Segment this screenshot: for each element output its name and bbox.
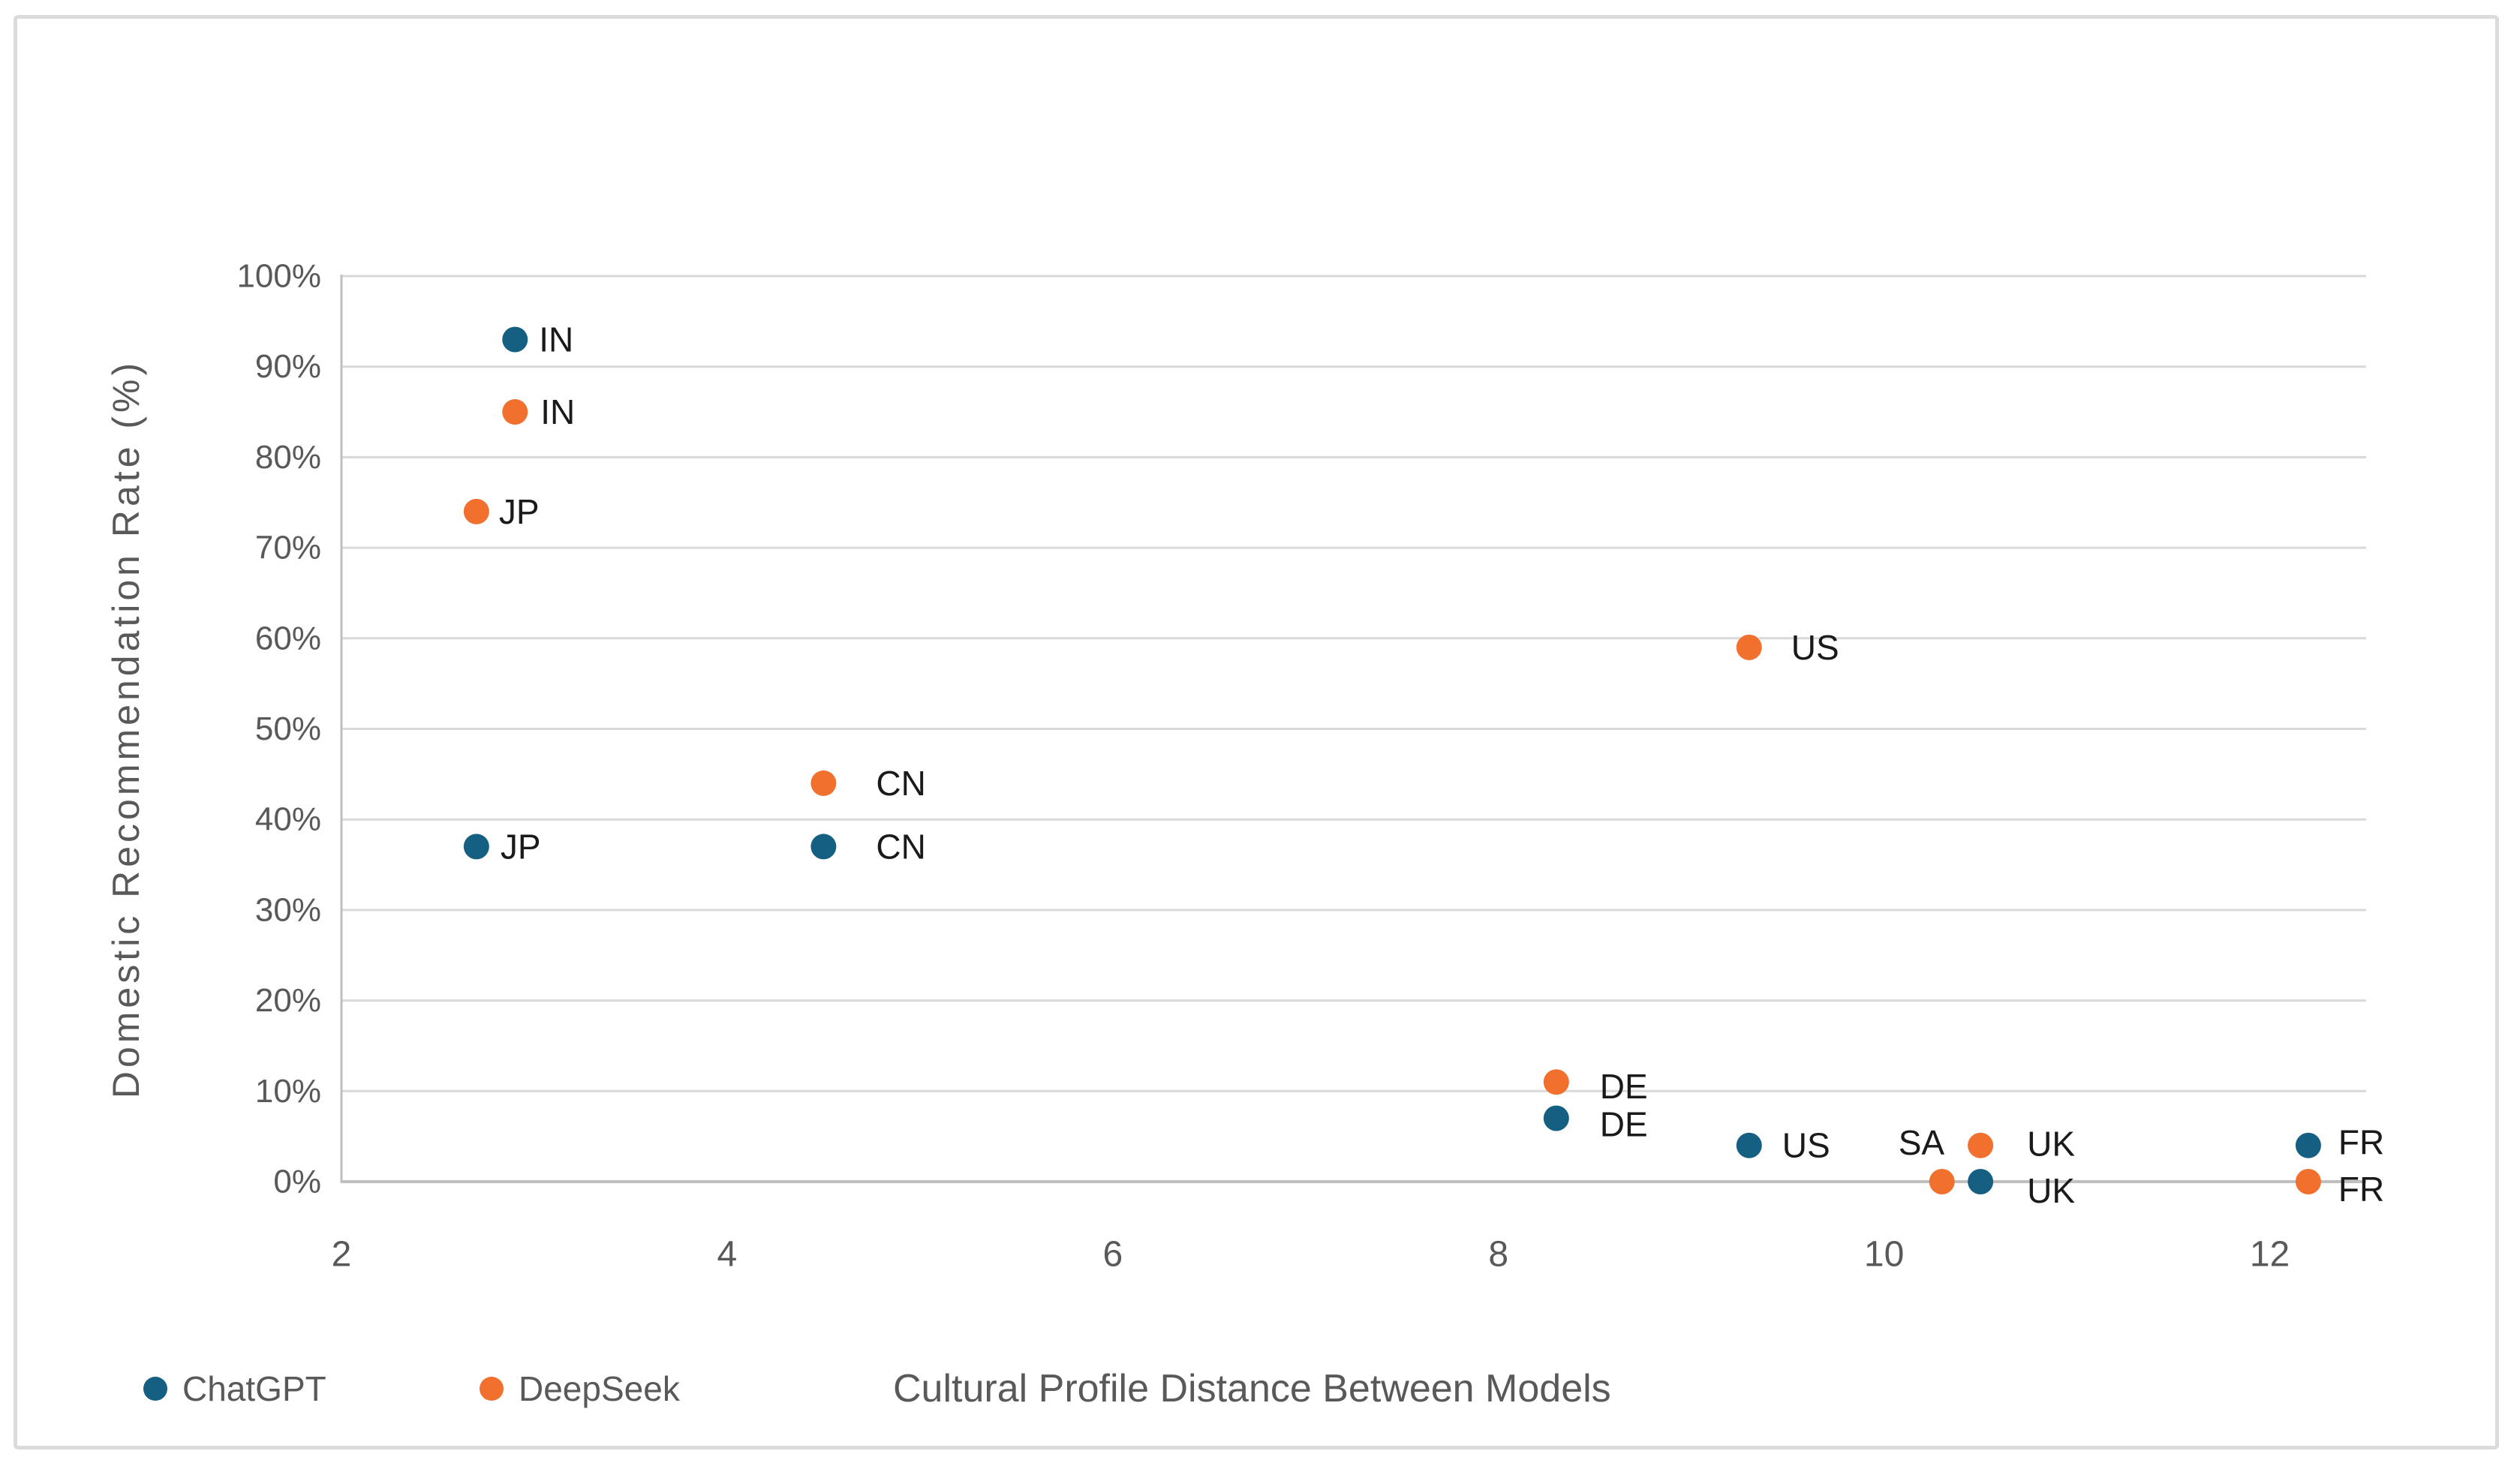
legend-label-deepseek: DeepSeek — [519, 1369, 681, 1408]
y-axis-title: Domestic Recommendation Rate (%) — [105, 359, 147, 1098]
legend-dot-chatgpt — [143, 1377, 167, 1401]
data-point-label: US — [1791, 628, 1839, 667]
y-tick-label: 0% — [273, 1164, 321, 1200]
data-point-deepseek-uk — [1968, 1132, 1994, 1158]
data-point-chatgpt-de — [1543, 1105, 1569, 1131]
data-point-deepseek-in — [502, 399, 528, 425]
x-axis-title: Cultural Profile Distance Between Models — [893, 1367, 1611, 1410]
data-point-label: IN — [540, 392, 575, 431]
data-point-chatgpt-uk — [1968, 1169, 1994, 1194]
y-tick-label: 100% — [236, 258, 321, 295]
data-point-label: DE — [1600, 1067, 1648, 1106]
x-tick-label: 12 — [2250, 1235, 2290, 1275]
data-point-label: CN — [876, 764, 925, 803]
legend-dot-deepseek — [480, 1377, 504, 1401]
data-point-chatgpt-cn — [810, 834, 837, 860]
y-tick-label: 70% — [255, 530, 321, 566]
x-tick-label: 8 — [1488, 1235, 1508, 1275]
data-point-label: SA — [1899, 1123, 1945, 1162]
data-point-label: JP — [501, 827, 541, 866]
data-point-label: CN — [876, 827, 925, 866]
data-point-label: US — [1782, 1126, 1830, 1165]
data-point-deepseek-jp — [463, 498, 489, 524]
data-point-chatgpt-fr — [2295, 1132, 2321, 1158]
data-point-label: JP — [499, 492, 540, 531]
legend-label-chatgpt: ChatGPT — [182, 1369, 326, 1408]
data-point-chatgpt-jp — [463, 834, 489, 860]
data-point-deepseek-fr — [2295, 1169, 2321, 1194]
data-point-label: FR — [2338, 1170, 2384, 1209]
x-tick-label: 6 — [1102, 1235, 1123, 1275]
y-tick-label: 10% — [255, 1073, 321, 1110]
data-point-label: UK — [2027, 1125, 2075, 1164]
data-point-label: UK — [2027, 1171, 2075, 1210]
chart-outer-border — [14, 15, 2499, 1449]
x-tick-label: 10 — [1864, 1235, 1904, 1275]
data-point-chatgpt-us — [1736, 1132, 1762, 1158]
data-point-deepseek-de — [1543, 1069, 1569, 1095]
y-tick-label: 80% — [255, 439, 321, 476]
x-tick-label: 4 — [717, 1235, 738, 1275]
data-point-label: FR — [2338, 1123, 2384, 1162]
y-tick-label: 20% — [255, 982, 321, 1019]
data-point-label: IN — [539, 320, 573, 359]
x-tick-label: 2 — [332, 1235, 352, 1275]
data-point-label: DE — [1600, 1105, 1648, 1144]
data-point-deepseek-cn — [810, 770, 837, 796]
y-tick-label: 50% — [255, 710, 321, 747]
data-point-deepseek-us — [1736, 634, 1762, 660]
y-tick-label: 60% — [255, 620, 321, 656]
y-tick-label: 30% — [255, 891, 321, 928]
y-tick-label: 40% — [255, 801, 321, 838]
data-point-deepseek-sa — [1929, 1169, 1955, 1194]
y-tick-label: 90% — [255, 348, 321, 385]
data-point-chatgpt-in — [502, 326, 528, 353]
